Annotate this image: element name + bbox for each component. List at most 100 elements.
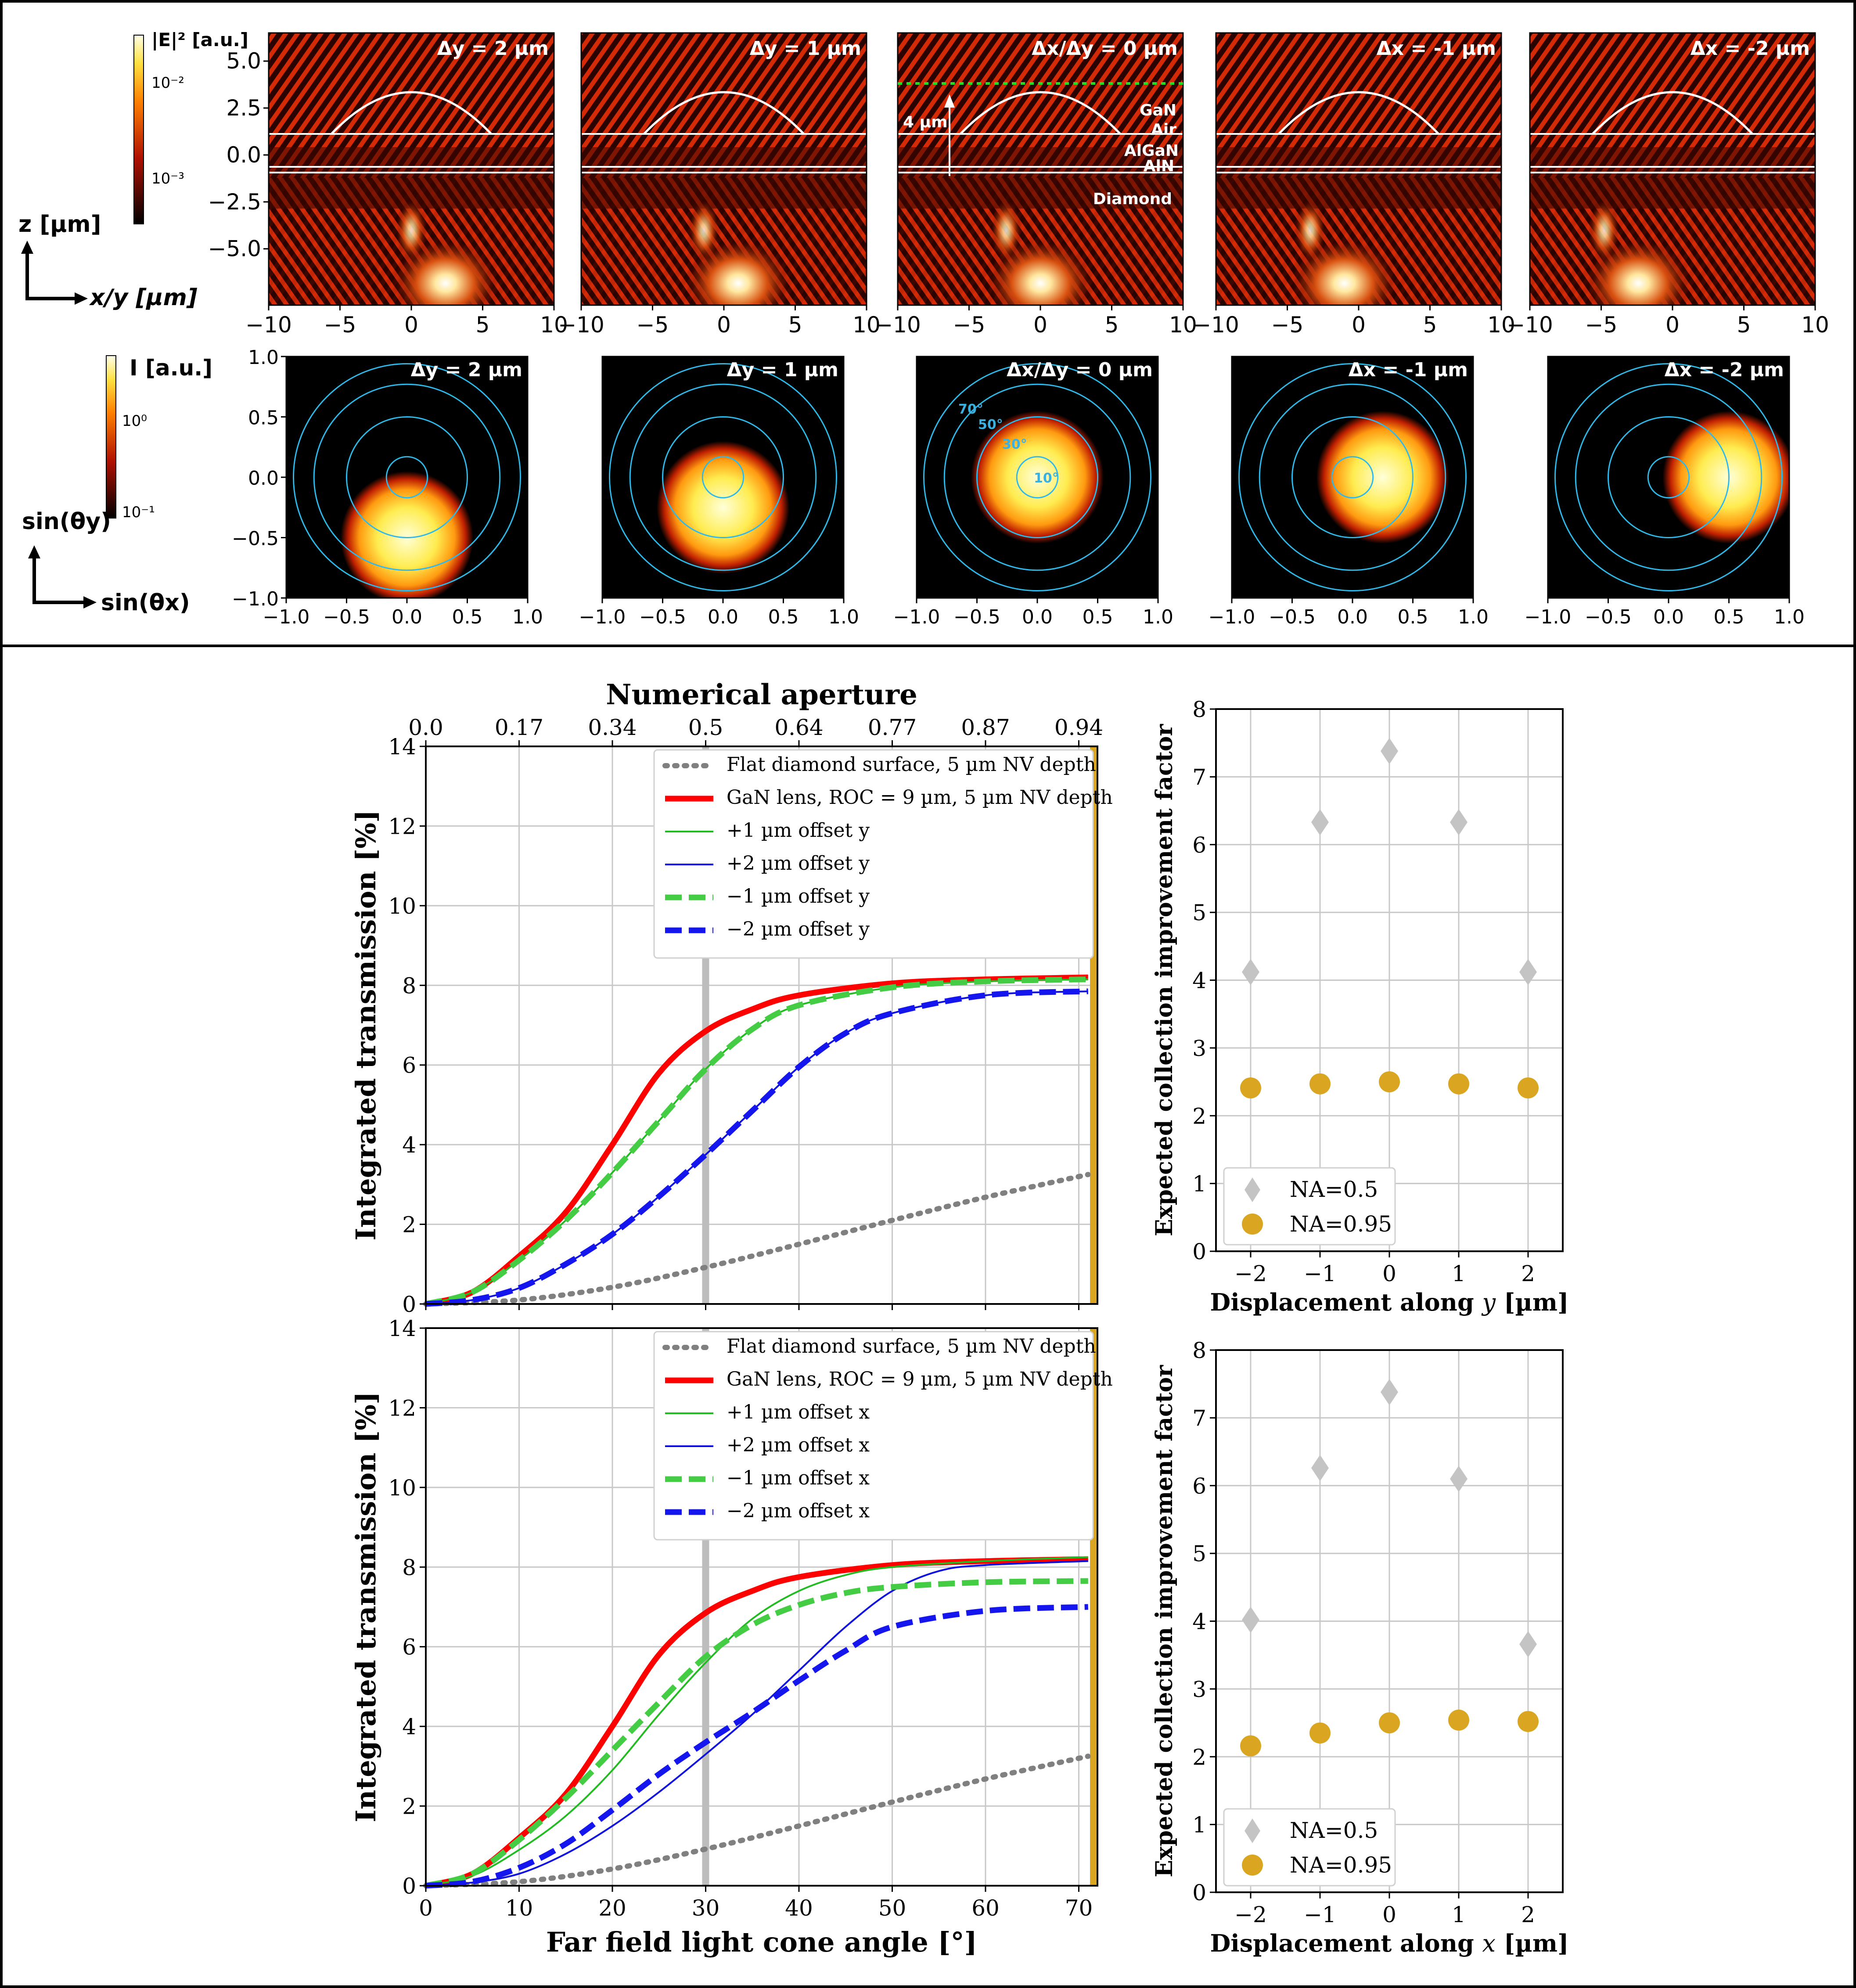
field-x-tick: −10 <box>245 312 292 338</box>
field-maps-row: |E|² [a.u.] 10⁻² 10⁻³ z [µm] x/y [µm] 5.… <box>18 29 1829 338</box>
y-tick-label: 3 <box>1192 1677 1206 1702</box>
legend-entry: −1 µm offset y <box>727 885 870 908</box>
y-tick-label: 1 <box>1192 1171 1206 1197</box>
angle-ring <box>976 416 1098 538</box>
farfield-x-tick: 0.5 <box>1398 606 1428 628</box>
gan-label: GaN <box>1140 101 1176 119</box>
field-layer-shade <box>898 147 1183 209</box>
x-tick-label: 2 <box>1521 1902 1535 1927</box>
field-x-tick: 0 <box>1665 312 1680 338</box>
field-x-tick: −5 <box>953 312 986 338</box>
legend-marker-na-0.5 <box>1245 1178 1260 1202</box>
marker-na-0.95 <box>1518 1711 1539 1732</box>
field-secondary-glow <box>991 200 1022 261</box>
top-tick-label: 0.87 <box>961 715 1010 740</box>
farfield-intensity-spot <box>1316 411 1449 544</box>
legend-marker-na-0.95 <box>1242 1855 1263 1876</box>
farfield-x-tick: 0.0 <box>1653 606 1684 628</box>
x-tick-label: −1 <box>1304 1902 1336 1927</box>
top-axis-label: Numerical aperture <box>606 678 917 711</box>
aln-label: AlN <box>1144 157 1174 175</box>
field-xlabel: x/y [µm] <box>89 285 198 311</box>
farfield-title: Δx = -1 µm <box>1349 359 1468 381</box>
legend-entry: Flat diamond surface, 5 µm NV depth <box>727 1335 1096 1358</box>
farfield-image <box>286 357 528 598</box>
y-tick-label: 1 <box>1192 1812 1206 1838</box>
y-tick-label: 10 <box>388 1475 416 1501</box>
y-axis-label: Expected collection improvement factor <box>1151 724 1178 1236</box>
farfield-intensity-spot <box>1662 411 1789 544</box>
field-y-tick: 5.0 <box>226 48 261 74</box>
x-tick-label: 30 <box>692 1895 720 1921</box>
angle-ring <box>1575 383 1762 571</box>
field-x-tick: −5 <box>1271 312 1304 338</box>
farfield-x-tick: −1.0 <box>579 606 626 628</box>
farfield-x-tick: −1.0 <box>893 606 940 628</box>
farfield-x-tick: 0.0 <box>708 606 738 628</box>
farfield-x-tick: 1.0 <box>1774 606 1805 628</box>
farfield-panel: Δy = 2 µm −1.0 −0.5 0.0 0.5 1.0 <box>263 356 543 628</box>
y-tick-label: 7 <box>1192 764 1206 790</box>
lens-dome-outline <box>1278 91 1439 135</box>
marker-na-0.5 <box>1519 958 1537 985</box>
y-axis-label: Expected collection improvement factor <box>1151 1365 1178 1877</box>
angle-ring <box>1259 383 1446 571</box>
top-tick-label: 0.77 <box>868 715 917 740</box>
farfield-colorbar-tick-2: 10⁻¹ <box>122 504 155 521</box>
field-map-panel: Δy = 1 µm −10 −5 0 5 10 <box>558 32 881 338</box>
ring-label-30: 30° <box>1002 437 1027 452</box>
marker-na-0.95 <box>1240 1735 1261 1757</box>
angle-ring <box>346 416 468 538</box>
y-tick-label: 4 <box>1192 1609 1206 1635</box>
field-x-tick: 5 <box>476 312 490 338</box>
top-tick-label: 0.0 <box>408 715 443 740</box>
y-tick-label: 5 <box>1192 900 1206 926</box>
legend-entry: NA=0.5 <box>1290 1818 1378 1843</box>
angle-ring <box>1554 363 1783 591</box>
farfield-intensity-spot <box>971 411 1104 544</box>
legend-entry: −2 µm offset y <box>727 918 870 940</box>
field-x-tick: −5 <box>324 312 356 338</box>
field-layer-shade <box>581 147 867 209</box>
legend-marker-na-0.5 <box>1245 1819 1260 1843</box>
legend-entry: NA=0.5 <box>1290 1177 1378 1202</box>
top-tick-label: 0.34 <box>588 715 637 740</box>
field-x-tick: −10 <box>558 312 604 338</box>
field-map-image <box>269 33 554 305</box>
farfield-xlabel: sin(θx) <box>101 590 190 616</box>
marker-na-0.95 <box>1448 1073 1469 1095</box>
field-map-panel: Δx = -1 µm −10 −5 0 5 10 <box>1193 32 1515 338</box>
farfield-y-tick: 1.0 <box>248 346 279 369</box>
height-label: 4 µm <box>903 113 948 131</box>
field-layer-shade <box>1530 147 1815 209</box>
series-line-minus1 <box>425 976 1088 1307</box>
marker-na-0.5 <box>1242 958 1259 985</box>
marker-na-0.5 <box>1381 738 1398 764</box>
series-line-plus2 <box>425 990 1088 1305</box>
angle-ring <box>385 456 428 499</box>
field-y-tick: −5.0 <box>208 236 261 262</box>
transmission-chart-x: 0 2 4 6 8 10 12 14 0 10 20 30 40 50 60 70 Far field ligh… <box>350 1316 1113 1958</box>
legend-box <box>1223 1808 1396 1887</box>
field-x-tick: 5 <box>1423 312 1437 338</box>
field-x-tick: 10 <box>540 312 568 338</box>
ring-label-70: 70° <box>958 402 983 417</box>
y-tick-label: 0 <box>402 1873 416 1899</box>
y-tick-label: 6 <box>402 1053 416 1078</box>
field-x-tick: 10 <box>1169 312 1197 338</box>
field-x-tick: 0 <box>717 312 731 338</box>
y-tick-label: 14 <box>388 734 416 760</box>
x-tick-label: 50 <box>878 1895 906 1921</box>
top-tick-label: 0.64 <box>774 715 823 740</box>
angle-ring <box>1647 456 1690 499</box>
series-line-minus2 <box>425 988 1089 1307</box>
height-arrowhead-icon <box>944 94 955 108</box>
legend-entry: +2 µm offset x <box>727 1434 870 1456</box>
legend-entry: −1 µm offset x <box>727 1467 870 1489</box>
farfield-title: Δx/Δy = 0 µm <box>1007 359 1153 381</box>
angle-ring <box>1016 456 1059 499</box>
top-tick-label: 0.17 <box>495 715 543 740</box>
x-tick-label: 1 <box>1452 1261 1466 1286</box>
marker-na-0.95 <box>1309 1722 1331 1744</box>
